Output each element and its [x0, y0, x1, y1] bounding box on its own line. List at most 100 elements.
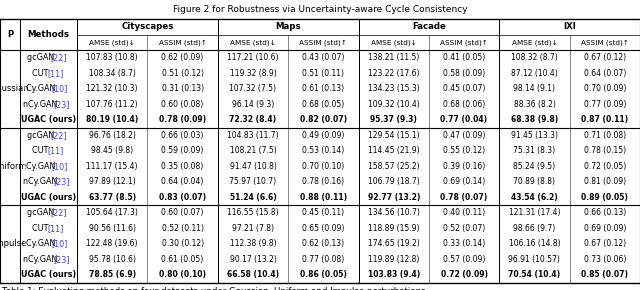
Text: 108.21 (7.5): 108.21 (7.5) — [230, 146, 276, 155]
Text: nCy.GAN [23]: nCy.GAN [23] — [22, 100, 75, 109]
Text: 63.77 (8.5): 63.77 (8.5) — [88, 193, 136, 202]
Text: 117.21 (10.6): 117.21 (10.6) — [227, 53, 278, 62]
Text: 122.48 (19.6): 122.48 (19.6) — [86, 239, 138, 248]
Text: 0.62 (0.09): 0.62 (0.09) — [161, 53, 204, 62]
Text: 78.85 (6.9): 78.85 (6.9) — [88, 270, 136, 279]
Text: 0.41 (0.05): 0.41 (0.05) — [443, 53, 485, 62]
Text: Cy.GAN [10]: Cy.GAN [10] — [24, 162, 72, 171]
Text: 158.57 (25.2): 158.57 (25.2) — [368, 162, 419, 171]
Text: 0.65 (0.09): 0.65 (0.09) — [302, 224, 344, 233]
Text: ASSIM (std)↑: ASSIM (std)↑ — [300, 39, 348, 46]
Text: Cy.GAN: Cy.GAN — [26, 239, 58, 248]
Text: UGAC (ours): UGAC (ours) — [21, 270, 76, 279]
Text: 90.17 (13.2): 90.17 (13.2) — [230, 255, 276, 264]
Text: 0.81 (0.09): 0.81 (0.09) — [584, 177, 626, 186]
Text: CUT: CUT — [33, 146, 51, 155]
Text: CUT: CUT — [33, 69, 51, 78]
Text: [11]: [11] — [47, 69, 63, 78]
Text: 0.40 (0.11): 0.40 (0.11) — [443, 208, 485, 217]
Text: 0.62 (0.13): 0.62 (0.13) — [302, 239, 344, 248]
Text: gcGAN [22]: gcGAN [22] — [26, 131, 72, 140]
Text: 66.58 (10.4): 66.58 (10.4) — [227, 270, 279, 279]
Text: 105.64 (17.3): 105.64 (17.3) — [86, 208, 138, 217]
Text: 0.83 (0.07): 0.83 (0.07) — [159, 193, 206, 202]
Text: 119.89 (12.8): 119.89 (12.8) — [368, 255, 419, 264]
Text: 0.64 (0.04): 0.64 (0.04) — [161, 177, 204, 186]
Text: 107.76 (11.2): 107.76 (11.2) — [86, 100, 138, 109]
Text: 0.53 (0.14): 0.53 (0.14) — [302, 146, 344, 155]
Text: 0.69 (0.14): 0.69 (0.14) — [443, 177, 485, 186]
Text: 98.14 (9.1): 98.14 (9.1) — [513, 84, 556, 93]
Text: Cityscapes: Cityscapes — [121, 22, 173, 31]
Text: 121.31 (17.4): 121.31 (17.4) — [509, 208, 560, 217]
Text: 0.66 (0.03): 0.66 (0.03) — [161, 131, 204, 140]
Text: 0.61 (0.13): 0.61 (0.13) — [302, 84, 344, 93]
Text: Cy.GAN [10]: Cy.GAN [10] — [24, 84, 72, 93]
Text: 0.30 (0.12): 0.30 (0.12) — [161, 239, 204, 248]
Text: P: P — [7, 30, 13, 39]
Text: 0.52 (0.07): 0.52 (0.07) — [443, 224, 485, 233]
Text: 119.32 (8.9): 119.32 (8.9) — [230, 69, 276, 78]
Text: [22]: [22] — [50, 131, 67, 140]
Text: 107.83 (10.8): 107.83 (10.8) — [86, 53, 138, 62]
Text: 0.35 (0.08): 0.35 (0.08) — [161, 162, 204, 171]
Text: 0.51 (0.11): 0.51 (0.11) — [302, 69, 344, 78]
Text: 0.55 (0.12): 0.55 (0.12) — [443, 146, 485, 155]
Text: AMSE (std)↓: AMSE (std)↓ — [230, 39, 276, 46]
Text: 0.68 (0.05): 0.68 (0.05) — [302, 100, 344, 109]
Text: Uniform: Uniform — [0, 162, 27, 171]
Text: Cy.GAN: Cy.GAN — [26, 84, 58, 93]
Text: gcGAN: gcGAN — [27, 131, 57, 140]
Text: 90.56 (11.6): 90.56 (11.6) — [89, 224, 136, 233]
Text: 87.12 (10.4): 87.12 (10.4) — [511, 69, 558, 78]
Text: 0.85 (0.07): 0.85 (0.07) — [581, 270, 628, 279]
Text: 104.83 (11.7): 104.83 (11.7) — [227, 131, 279, 140]
Text: 98.66 (9.7): 98.66 (9.7) — [513, 224, 556, 233]
Text: 106.16 (14.8): 106.16 (14.8) — [509, 239, 560, 248]
Text: 0.59 (0.09): 0.59 (0.09) — [161, 146, 204, 155]
Text: CUT: CUT — [33, 224, 51, 233]
Text: 129.54 (15.1): 129.54 (15.1) — [368, 131, 419, 140]
Text: 108.34 (8.7): 108.34 (8.7) — [89, 69, 136, 78]
Text: 0.58 (0.09): 0.58 (0.09) — [443, 69, 485, 78]
Text: 0.89 (0.05): 0.89 (0.05) — [581, 193, 628, 202]
Text: 0.51 (0.12): 0.51 (0.12) — [161, 69, 204, 78]
Text: 116.55 (15.8): 116.55 (15.8) — [227, 208, 279, 217]
Text: 0.69 (0.09): 0.69 (0.09) — [584, 224, 626, 233]
Text: AMSE (std)↓: AMSE (std)↓ — [90, 39, 135, 46]
Text: [10]: [10] — [52, 239, 68, 248]
Text: gcGAN: gcGAN — [27, 53, 57, 62]
Text: 0.64 (0.07): 0.64 (0.07) — [584, 69, 626, 78]
Text: 0.77 (0.09): 0.77 (0.09) — [584, 100, 626, 109]
Text: Methods: Methods — [28, 30, 70, 39]
Text: 91.45 (13.3): 91.45 (13.3) — [511, 131, 558, 140]
Text: Cy.GAN: Cy.GAN — [26, 162, 58, 171]
Text: 109.32 (10.4): 109.32 (10.4) — [368, 100, 420, 109]
Text: AMSE (std)↓: AMSE (std)↓ — [371, 39, 417, 46]
Text: 0.60 (0.07): 0.60 (0.07) — [161, 208, 204, 217]
Text: Gaussian: Gaussian — [0, 84, 29, 93]
Text: 111.17 (15.4): 111.17 (15.4) — [86, 162, 138, 171]
Text: 0.77 (0.04): 0.77 (0.04) — [440, 115, 488, 124]
Text: gcGAN [22]: gcGAN [22] — [26, 53, 72, 62]
Text: 112.38 (9.8): 112.38 (9.8) — [230, 239, 276, 248]
Text: 123.22 (17.6): 123.22 (17.6) — [368, 69, 419, 78]
Text: 98.45 (9.8): 98.45 (9.8) — [91, 146, 133, 155]
Text: 0.68 (0.06): 0.68 (0.06) — [443, 100, 485, 109]
Text: 70.89 (8.8): 70.89 (8.8) — [513, 177, 556, 186]
Text: 138.21 (11.5): 138.21 (11.5) — [368, 53, 419, 62]
Text: 96.91 (10.57): 96.91 (10.57) — [509, 255, 561, 264]
Text: Table 1: Evaluating methods on four datasets under Gaussian, Uniform and Impulse: Table 1: Evaluating methods on four data… — [2, 287, 426, 290]
Text: 0.78 (0.09): 0.78 (0.09) — [159, 115, 206, 124]
Text: [23]: [23] — [54, 100, 70, 109]
Text: [10]: [10] — [52, 162, 68, 171]
Text: CUT [11]: CUT [11] — [31, 146, 66, 155]
Text: Facade: Facade — [412, 22, 446, 31]
Text: 91.47 (10.8): 91.47 (10.8) — [230, 162, 276, 171]
Text: nCy.GAN: nCy.GAN — [24, 255, 60, 264]
Text: 75.97 (10.7): 75.97 (10.7) — [229, 177, 276, 186]
Text: 0.67 (0.12): 0.67 (0.12) — [584, 53, 626, 62]
Text: 0.33 (0.14): 0.33 (0.14) — [443, 239, 485, 248]
Text: nCy.GAN: nCy.GAN — [24, 100, 60, 109]
Text: 95.37 (9.3): 95.37 (9.3) — [371, 115, 417, 124]
